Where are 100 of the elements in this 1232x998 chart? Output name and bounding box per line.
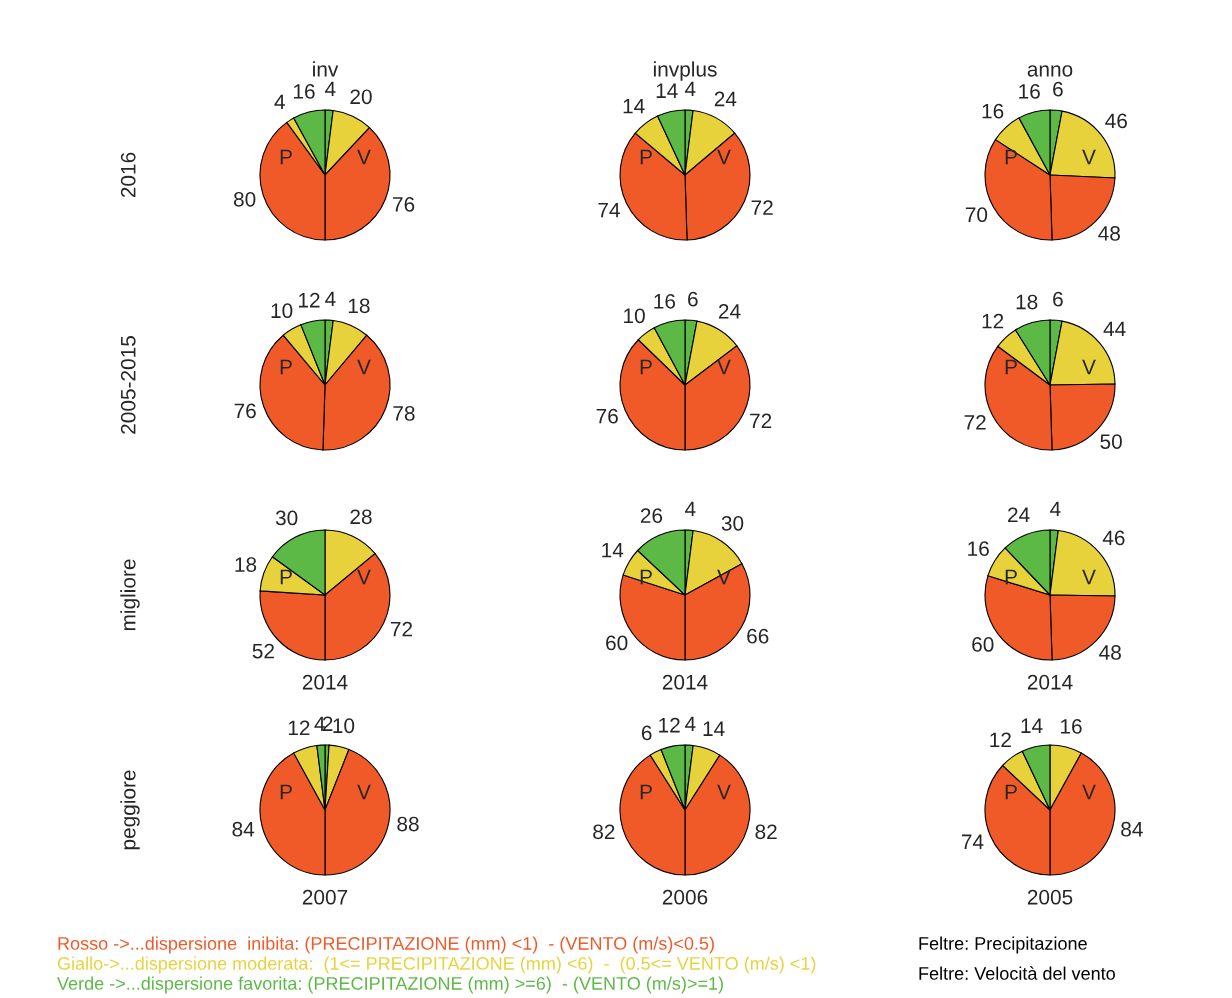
text: V [357,784,371,800]
text: P [280,784,292,800]
text: P [1005,149,1017,165]
data-label: 60 [606,635,628,651]
text: V [1082,784,1096,800]
data-label: 16 [1019,83,1040,99]
data-label: 4 [684,716,696,732]
text: V [717,569,731,585]
data-label: 78 [393,406,415,421]
data-label: 6 [1053,81,1063,97]
data-label: 6 [688,291,698,307]
text: Verde ->...dispersione favorita: (PRECIPITAZIONE (mm) >=6) - (VENTO (m/s)>=1) [57,976,723,994]
data-label: 48 [1099,645,1121,660]
text: V [1082,149,1096,165]
text: 2007 [302,889,348,905]
data-label: 48 [1098,226,1120,241]
data-label: 74 [598,202,620,218]
data-label: 12 [288,720,310,736]
data-label: 46 [1105,113,1127,129]
data-label: 14 [623,98,645,114]
data-label: 76 [234,403,256,419]
data-label: 4 [314,716,325,732]
text: 2014 [662,674,708,690]
data-label: 24 [714,91,737,107]
data-label: 66 [747,628,769,644]
data-label: 24 [718,304,741,319]
data-label: 14 [602,543,624,558]
text: Feltre: Velocità del vento [919,966,1115,980]
data-label: 60 [972,637,994,652]
text: P [280,359,292,375]
text: P [640,359,652,375]
data-label: 74 [961,834,984,849]
text: V [1082,569,1096,585]
data-label: 12 [659,717,680,733]
data-label: 14 [703,721,725,736]
text: Giallo->...dispersione moderata: (1<= PRECIPITAZIONE (mm) <6) - (0.5<= VENTO (m/s) <1) [57,956,816,974]
chart-title: invplus [653,61,717,81]
data-label: 12 [990,732,1011,748]
data-label: 4 [325,291,336,307]
data-label: 26 [640,508,663,524]
data-label: 14 [1021,718,1043,733]
data-label: 6 [1053,291,1063,307]
chart-title: inv [313,61,339,77]
text: 2005-2015 [120,336,136,434]
text: V [357,359,371,375]
data-label: 4 [684,81,696,97]
text: Rosso ->...dispersione inibita: (PRECIPITAZIONE (mm) <1) - (VENTO (m/s)<0.5) [58,936,714,954]
text: P [280,569,292,585]
data-label: 6 [641,725,652,741]
text: 2006 [662,889,708,905]
text: V [717,359,731,375]
data-label: 18 [235,557,257,572]
data-label: 80 [233,191,256,207]
data-label: 10 [333,718,355,734]
text: P [280,149,292,165]
data-label: 84 [232,821,255,837]
data-label: 82 [755,824,777,840]
text: Feltre: Precipitazione [919,936,1087,954]
data-label: 72 [390,621,412,637]
data-label: 4 [684,501,696,517]
text: P [1005,784,1017,800]
data-label: 12 [299,292,320,308]
data-label: 16 [1061,718,1082,734]
data-label: 70 [965,207,988,223]
data-label: 72 [751,200,773,215]
data-label: 18 [1016,294,1038,310]
text: V [1082,359,1096,375]
data-label: 16 [982,103,1004,119]
data-label: 2 [322,716,333,731]
text: V [357,149,371,165]
text: P [1005,569,1017,585]
data-label: 50 [1100,434,1122,449]
chart-title: anno [1027,65,1073,77]
data-label: 72 [964,415,986,430]
data-label: 46 [1102,530,1125,546]
text: P [640,569,652,585]
text: 2014 [1027,674,1073,690]
data-label: 30 [721,515,744,531]
data-label: 4 [1050,501,1061,517]
data-label: 16 [654,293,676,309]
data-label: 44 [1103,321,1126,336]
text: V [717,149,731,165]
data-label: 18 [348,298,370,314]
text: P [640,149,652,165]
data-label: 72 [750,413,772,429]
data-label: 84 [1121,821,1143,837]
text: P [640,784,652,800]
data-label: 10 [271,303,293,319]
data-label: 82 [593,824,615,840]
text: V [717,784,731,800]
data-label: 4 [274,94,285,110]
text: 2016 [120,152,136,198]
data-label: 16 [968,541,989,557]
data-label: 52 [252,643,274,659]
data-label: 10 [624,308,645,324]
text: P [1005,359,1017,375]
data-label: 88 [397,816,419,832]
data-label: 76 [596,408,618,424]
text: migliore [120,559,140,631]
text: 2005 [1027,889,1073,905]
